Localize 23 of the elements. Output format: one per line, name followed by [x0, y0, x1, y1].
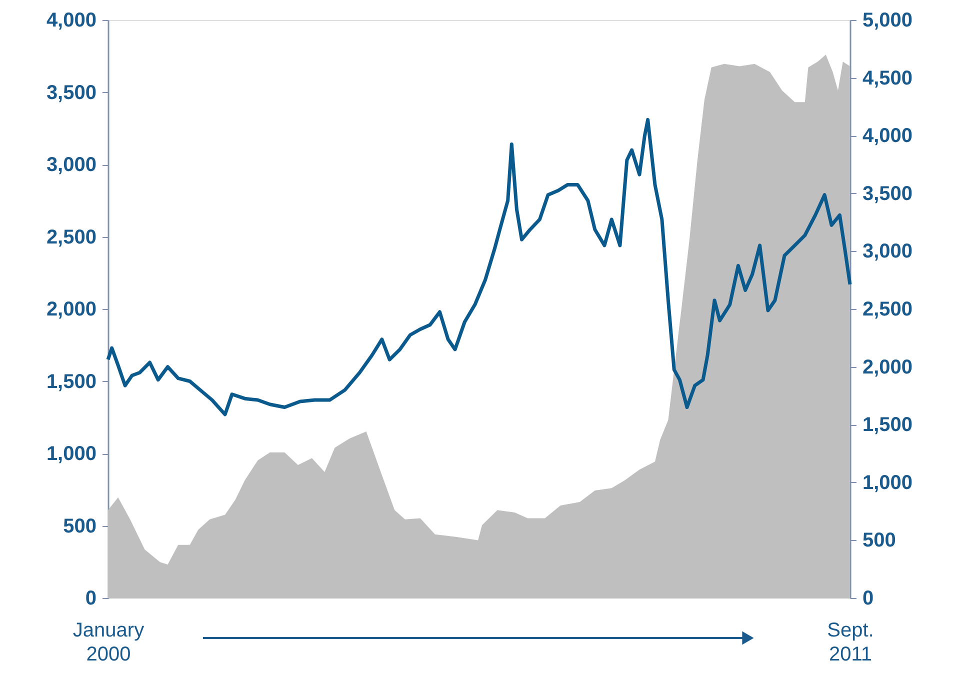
y2-tick-label: 3,500 [862, 182, 913, 205]
x-tick-label: Sept. 2011 [827, 620, 874, 666]
y2-tick-label: 1,000 [862, 472, 913, 494]
y2-tick-label: 3,000 [862, 240, 913, 263]
y-tick-label: 3,000 [46, 154, 96, 176]
line-series [106, 118, 852, 416]
y2-tick-label: 4,500 [862, 67, 913, 90]
y-tick-label: 4,000 [46, 10, 96, 32]
y-tick-label: 0 [85, 588, 96, 610]
x-tick-label: January 2000 [72, 620, 144, 666]
y2-tick-label: 5,000 [862, 10, 913, 32]
y2-tick-label: 500 [862, 530, 896, 552]
y2-tick-label: 2,500 [862, 298, 913, 320]
y2-tick-label: 4,000 [862, 125, 913, 148]
y2-tick-label: 2,000 [862, 356, 913, 378]
y2-tick-label: 0 [862, 588, 874, 610]
y-tick-label: 1,500 [46, 370, 96, 393]
y-tick-label: 2,500 [46, 226, 96, 248]
y-tick-label: 2,000 [46, 298, 96, 320]
y-tick-label: 1,000 [46, 443, 96, 465]
y-tick-label: 3,500 [46, 82, 96, 104]
y-tick-label: 500 [63, 515, 96, 538]
y2-tick-label: 1,500 [862, 414, 913, 436]
